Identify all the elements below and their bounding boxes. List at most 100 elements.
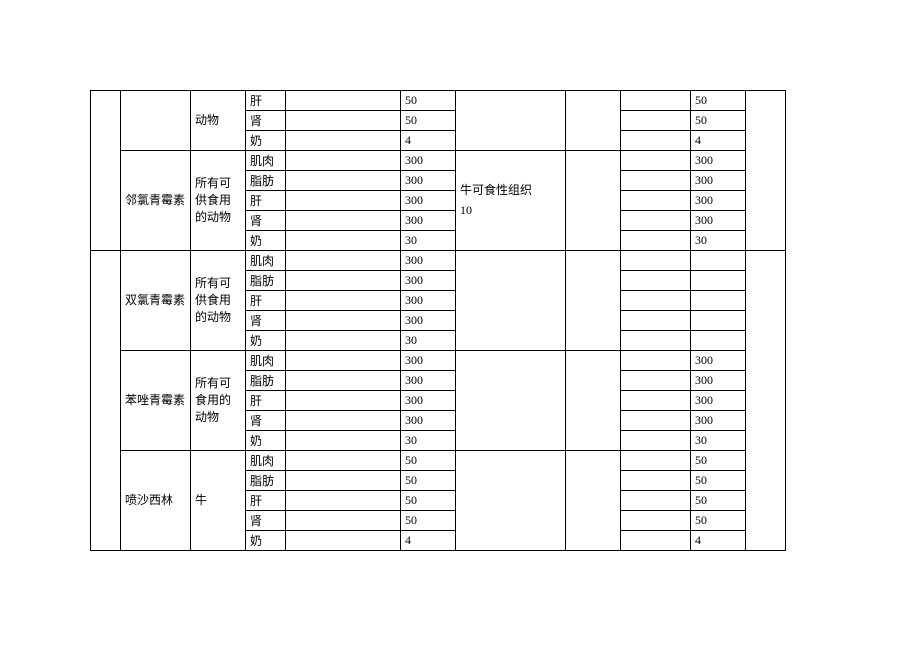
blank-cell xyxy=(286,271,401,291)
value-cell xyxy=(691,271,746,291)
blank-cell xyxy=(621,351,691,371)
value-cell: 300 xyxy=(401,171,456,191)
value-cell: 300 xyxy=(691,151,746,171)
tissue-cell: 肾 xyxy=(246,211,286,231)
tissue-cell: 肝 xyxy=(246,391,286,411)
blank-cell xyxy=(566,351,621,451)
blank-cell xyxy=(286,531,401,551)
blank-cell xyxy=(286,511,401,531)
tissue-cell: 脂肪 xyxy=(246,471,286,491)
value-cell: 300 xyxy=(691,411,746,431)
value-cell: 300 xyxy=(401,291,456,311)
tissue-cell: 奶 xyxy=(246,231,286,251)
value-cell: 300 xyxy=(401,211,456,231)
tissue-cell: 肝 xyxy=(246,191,286,211)
trail-cell xyxy=(746,251,786,551)
value-cell: 4 xyxy=(691,131,746,151)
value-cell: 300 xyxy=(691,191,746,211)
value-cell: 30 xyxy=(401,431,456,451)
value-cell: 50 xyxy=(401,491,456,511)
animal-cell: 牛 xyxy=(191,451,246,551)
blank-cell xyxy=(286,351,401,371)
blank-cell xyxy=(566,451,621,551)
tissue-cell: 肝 xyxy=(246,291,286,311)
blank-cell xyxy=(286,311,401,331)
tissue-cell: 肌肉 xyxy=(246,251,286,271)
blank-cell xyxy=(621,371,691,391)
blank-cell xyxy=(286,471,401,491)
animal-cell: 所有可供食用的动物 xyxy=(191,251,246,351)
blank-cell xyxy=(621,231,691,251)
blank-cell xyxy=(286,251,401,271)
blank-cell xyxy=(621,271,691,291)
value-cell: 4 xyxy=(401,531,456,551)
tissue-cell: 肝 xyxy=(246,91,286,111)
blank-cell xyxy=(621,491,691,511)
value-cell: 50 xyxy=(691,91,746,111)
value-cell: 300 xyxy=(691,371,746,391)
blank-cell xyxy=(621,411,691,431)
value-cell xyxy=(691,291,746,311)
mrl-table: 动物肝5050肾5050奶44邻氯青霉素所有可供食用的动物肌肉300牛可食性组织… xyxy=(90,90,786,551)
value-cell: 300 xyxy=(401,271,456,291)
blank-cell xyxy=(286,411,401,431)
value-cell: 50 xyxy=(401,511,456,531)
value-cell: 300 xyxy=(691,211,746,231)
blank-cell xyxy=(621,151,691,171)
blank-cell xyxy=(621,331,691,351)
blank-cell xyxy=(621,211,691,231)
tissue-cell: 肾 xyxy=(246,311,286,331)
value-cell: 30 xyxy=(401,331,456,351)
tissue-cell: 奶 xyxy=(246,531,286,551)
value-cell: 50 xyxy=(401,471,456,491)
animal-cell: 所有可供食用的动物 xyxy=(191,151,246,251)
value-cell: 300 xyxy=(401,191,456,211)
blank-cell xyxy=(621,451,691,471)
blank-cell xyxy=(621,171,691,191)
blank-cell xyxy=(286,211,401,231)
tissue-cell: 肾 xyxy=(246,111,286,131)
animal-cell: 动物 xyxy=(191,91,246,151)
value-cell: 50 xyxy=(691,471,746,491)
tissue-cell: 肌肉 xyxy=(246,451,286,471)
tissue-cell: 肝 xyxy=(246,491,286,511)
value-cell: 50 xyxy=(691,491,746,511)
blank-cell xyxy=(621,391,691,411)
value-cell: 300 xyxy=(691,351,746,371)
value-cell: 300 xyxy=(401,371,456,391)
tissue-cell: 脂肪 xyxy=(246,371,286,391)
blank-cell xyxy=(621,91,691,111)
blank-cell xyxy=(286,371,401,391)
blank-cell xyxy=(456,251,566,351)
blank-cell xyxy=(286,231,401,251)
tissue-cell: 脂肪 xyxy=(246,271,286,291)
value-cell: 50 xyxy=(691,451,746,471)
blank-cell xyxy=(621,471,691,491)
blank-cell xyxy=(286,391,401,411)
drug-name-cell: 喷沙西林 xyxy=(121,451,191,551)
blank-cell xyxy=(286,171,401,191)
value-cell: 300 xyxy=(401,311,456,331)
tissue-cell: 肌肉 xyxy=(246,151,286,171)
value-cell: 50 xyxy=(691,511,746,531)
blank-cell xyxy=(621,311,691,331)
blank-cell xyxy=(286,151,401,171)
blank-cell xyxy=(286,191,401,211)
value-cell xyxy=(691,251,746,271)
value-cell: 300 xyxy=(401,411,456,431)
drug-name-cell: 苯唑青霉素 xyxy=(121,351,191,451)
blank-cell xyxy=(286,491,401,511)
blank-cell xyxy=(621,531,691,551)
value-cell: 300 xyxy=(401,351,456,371)
note-cell: 牛可食性组织 10 xyxy=(456,151,566,251)
value-cell: 50 xyxy=(691,111,746,131)
value-cell xyxy=(691,331,746,351)
blank-cell xyxy=(286,431,401,451)
value-cell: 30 xyxy=(401,231,456,251)
tissue-cell: 肾 xyxy=(246,511,286,531)
tissue-cell: 奶 xyxy=(246,431,286,451)
blank-cell xyxy=(621,431,691,451)
cat-cell xyxy=(91,251,121,551)
value-cell xyxy=(691,311,746,331)
blank-cell xyxy=(621,291,691,311)
